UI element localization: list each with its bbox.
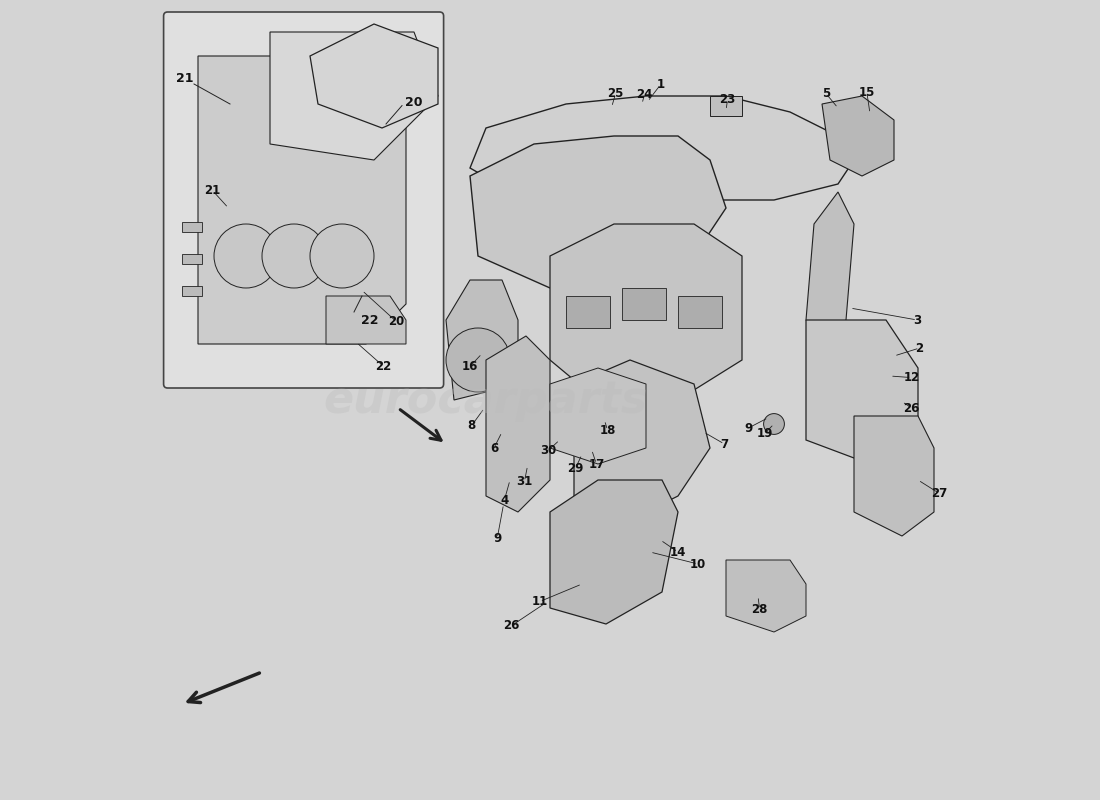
Text: 21: 21 bbox=[176, 72, 194, 85]
Text: 8: 8 bbox=[468, 419, 475, 432]
Text: 26: 26 bbox=[903, 402, 920, 414]
Bar bbox=[710, 96, 742, 116]
Text: 14: 14 bbox=[670, 546, 686, 558]
Circle shape bbox=[310, 224, 374, 288]
Text: 20: 20 bbox=[405, 96, 422, 109]
Polygon shape bbox=[550, 368, 646, 464]
Bar bbox=[182, 222, 202, 232]
Text: 16: 16 bbox=[462, 360, 478, 373]
Text: 30: 30 bbox=[540, 444, 557, 457]
Text: 9: 9 bbox=[493, 532, 502, 545]
Text: 9: 9 bbox=[745, 422, 752, 434]
Polygon shape bbox=[446, 280, 518, 400]
Bar bbox=[182, 254, 202, 264]
Text: 21: 21 bbox=[205, 184, 220, 197]
Text: eurocarparts: eurocarparts bbox=[323, 378, 648, 422]
Bar bbox=[678, 296, 722, 328]
Text: 22: 22 bbox=[375, 360, 392, 373]
Circle shape bbox=[214, 224, 278, 288]
Text: 6: 6 bbox=[490, 442, 498, 454]
Polygon shape bbox=[310, 24, 438, 128]
Polygon shape bbox=[854, 416, 934, 536]
Polygon shape bbox=[806, 192, 854, 336]
FancyBboxPatch shape bbox=[164, 12, 443, 388]
Polygon shape bbox=[806, 320, 918, 464]
Polygon shape bbox=[470, 136, 726, 288]
Text: 4: 4 bbox=[500, 494, 508, 506]
Text: 28: 28 bbox=[751, 603, 768, 616]
Bar bbox=[566, 296, 610, 328]
Bar bbox=[182, 286, 202, 296]
Polygon shape bbox=[550, 480, 678, 624]
Text: 25: 25 bbox=[607, 87, 624, 100]
Text: 3: 3 bbox=[913, 314, 922, 326]
Text: 10: 10 bbox=[690, 558, 706, 570]
Text: 7: 7 bbox=[720, 438, 728, 450]
Text: 1: 1 bbox=[657, 78, 664, 91]
Text: 26: 26 bbox=[504, 619, 520, 632]
Text: 22: 22 bbox=[361, 314, 378, 326]
Polygon shape bbox=[822, 96, 894, 176]
Polygon shape bbox=[470, 96, 854, 200]
Polygon shape bbox=[270, 32, 438, 160]
Text: 19: 19 bbox=[756, 427, 772, 440]
Text: 5: 5 bbox=[822, 87, 830, 100]
Text: 12: 12 bbox=[903, 371, 920, 384]
Circle shape bbox=[763, 414, 784, 434]
Polygon shape bbox=[726, 560, 806, 632]
Text: 27: 27 bbox=[932, 487, 948, 500]
Text: 23: 23 bbox=[719, 93, 736, 106]
Text: 24: 24 bbox=[636, 88, 652, 101]
Text: 31: 31 bbox=[516, 475, 532, 488]
Bar bbox=[621, 288, 665, 320]
Text: 11: 11 bbox=[531, 595, 548, 608]
Polygon shape bbox=[326, 296, 406, 344]
Polygon shape bbox=[550, 224, 742, 400]
Polygon shape bbox=[486, 336, 550, 512]
Text: 29: 29 bbox=[568, 462, 584, 474]
Circle shape bbox=[446, 328, 510, 392]
Text: 17: 17 bbox=[588, 458, 605, 470]
Polygon shape bbox=[574, 360, 710, 520]
Text: 20: 20 bbox=[388, 315, 405, 328]
Circle shape bbox=[262, 224, 326, 288]
Text: 15: 15 bbox=[859, 86, 874, 98]
Text: 18: 18 bbox=[600, 424, 616, 437]
Polygon shape bbox=[198, 56, 406, 344]
Text: 2: 2 bbox=[915, 342, 924, 354]
